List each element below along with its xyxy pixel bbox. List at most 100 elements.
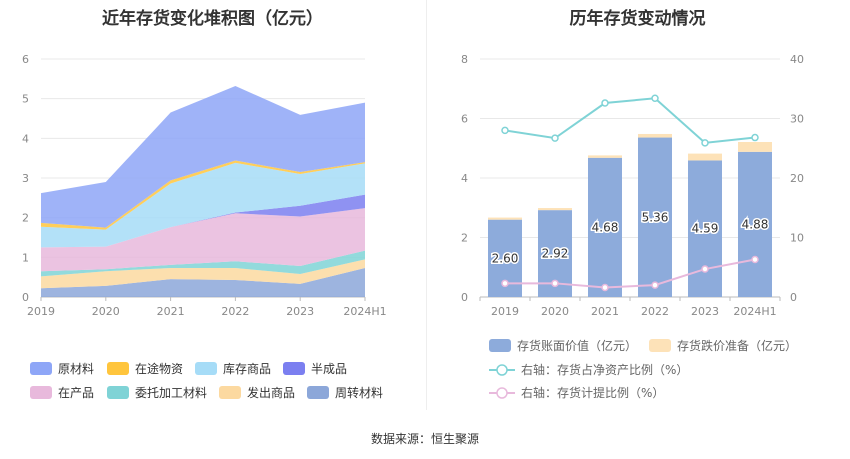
legend-label: 发出商品: [247, 386, 296, 400]
x-tick-label: 2019: [27, 305, 55, 318]
point-右轴：存货计提比例（%）: [701, 265, 709, 273]
y-tick-label: 2: [22, 212, 29, 225]
area-委托加工材料: [41, 250, 365, 277]
bar-存货账面价值（亿元）: [638, 137, 672, 297]
legend-label: 右轴：存货占净资产比例（%）: [521, 363, 689, 377]
x-tick-label: 2019: [491, 305, 519, 318]
y-tick-label: 8: [461, 53, 468, 66]
x-tick-label: 2022: [641, 305, 669, 318]
left-chart-title: 近年存货变化堆积图（亿元）: [102, 9, 323, 29]
y-tick-label: 1: [22, 251, 29, 264]
bar-存货跌价准备（亿元）: [588, 155, 622, 158]
point-右轴：存货计提比例（%）: [601, 283, 609, 292]
x-tick-label: 2020: [92, 305, 120, 318]
legend-item-book-value[interactable]: 存货账面价值（亿元）: [489, 337, 637, 354]
area-原材料: [41, 85, 365, 228]
y-tick-label: 5: [22, 93, 29, 106]
legend-item-wip[interactable]: 在产品: [30, 384, 94, 401]
legend-swatch: [195, 362, 217, 375]
y-tick-label: 4: [461, 172, 468, 185]
legend-swatch: [107, 386, 129, 399]
legend-item-turnover-materials[interactable]: 周转材料: [307, 384, 383, 401]
y-tick-label: 2: [461, 232, 468, 245]
bar-存货账面价值（亿元）: [738, 151, 772, 297]
area-库存商品: [41, 162, 365, 248]
bar-value-label: 4.68: [592, 220, 619, 234]
legend-swatch: [283, 362, 305, 375]
bar-存货跌价准备（亿元）: [688, 153, 722, 161]
legend-label: 半成品: [311, 362, 348, 376]
point-右轴：存货占净资产比例（%）: [751, 133, 759, 142]
legend-item-outsourced[interactable]: 委托加工材料: [107, 384, 207, 401]
point-右轴：存货计提比例（%）: [651, 281, 659, 289]
area-在途物资: [41, 160, 365, 230]
legend-label: 存货账面价值（亿元）: [517, 339, 638, 353]
right-chart-title: 历年存货变动情况: [569, 9, 706, 29]
bar-存货账面价值（亿元）: [588, 157, 622, 297]
legend-item-in-transit[interactable]: 在途物资: [107, 360, 183, 377]
legend-label: 库存商品: [223, 362, 272, 376]
x-tick-label: 2023: [691, 305, 719, 318]
y2-tick-label: 30: [790, 113, 804, 126]
legend-item-impairment[interactable]: 存货跌价准备（亿元）: [649, 337, 797, 354]
panel-divider: [426, 0, 427, 410]
point-右轴：存货占净资产比例（%）: [601, 99, 609, 107]
legend-swatch: [30, 362, 52, 375]
legend-label: 委托加工材料: [135, 386, 208, 400]
area-在产品: [41, 208, 365, 272]
bar-存货账面价值（亿元）: [688, 160, 722, 297]
legend-label: 存货跌价准备（亿元）: [677, 339, 798, 353]
y-tick-label: 6: [22, 53, 29, 66]
legend-label: 周转材料: [335, 386, 384, 400]
bar-value-label: 4.88: [742, 217, 769, 231]
legend-item-goods-shipped[interactable]: 发出商品: [219, 384, 295, 401]
point-右轴：存货计提比例（%）: [501, 279, 509, 288]
legend-line-marker: [489, 386, 515, 399]
legend-item-finished-goods[interactable]: 库存商品: [195, 360, 271, 377]
legend-line-marker: [489, 363, 515, 376]
legend-item-semi-finished[interactable]: 半成品: [283, 360, 347, 377]
legend-swatch: [219, 386, 241, 399]
bar-value-label: 2.60: [492, 251, 519, 265]
legend-label: 原材料: [58, 362, 95, 376]
bar-存货跌价准备（亿元）: [638, 133, 672, 138]
x-tick-label: 2024H1: [733, 305, 776, 318]
line-右轴：存货计提比例（%）: [505, 258, 756, 289]
legend-item-inventory-ratio[interactable]: 右轴：存货占净资产比例（%）: [489, 361, 688, 378]
bar-value-label: 2.92: [542, 247, 569, 261]
legend-swatch: [307, 386, 329, 399]
legend-item-raw-materials[interactable]: 原材料: [30, 360, 94, 377]
legend-label: 在途物资: [135, 362, 184, 376]
point-右轴：存货占净资产比例（%）: [501, 126, 509, 135]
legend-label: 右轴：存货计提比例（%）: [521, 386, 665, 400]
point-右轴：存货占净资产比例（%）: [701, 139, 709, 147]
point-右轴：存货计提比例（%）: [551, 279, 559, 288]
legend-swatch: [107, 362, 129, 375]
y-tick-label: 0: [22, 291, 29, 304]
x-tick-label: 2021: [591, 305, 619, 318]
bar-存货跌价准备（亿元）: [488, 217, 522, 220]
x-tick-label: 2021: [157, 305, 185, 318]
x-tick-label: 2023: [286, 305, 314, 318]
area-发出商品: [41, 259, 365, 289]
bar-存货跌价准备（亿元）: [738, 142, 772, 152]
area-周转材料: [41, 268, 365, 297]
y-tick-label: 6: [461, 113, 468, 126]
point-右轴：存货占净资产比例（%）: [551, 134, 559, 142]
legend-swatch: [649, 339, 671, 352]
y2-tick-label: 20: [790, 172, 804, 185]
point-右轴：存货占净资产比例（%）: [651, 94, 659, 103]
x-tick-label: 2020: [541, 305, 569, 318]
point-右轴：存货计提比例（%）: [751, 255, 759, 264]
y-tick-label: 3: [22, 172, 29, 185]
bar-value-label: 5.36: [642, 210, 669, 224]
bar-value-label: 4.59: [692, 222, 719, 236]
stacked-area-chart: 0 1 2 3 4 5 6 2019 2020 2021 2022 2023 2024H1: [22, 53, 387, 318]
y-tick-label: 4: [22, 132, 29, 145]
y-tick-label: 0: [461, 291, 468, 304]
x-tick-label: 2024H1: [343, 305, 386, 318]
y2-tick-label: 0: [790, 291, 797, 304]
legend-label: 在产品: [58, 386, 95, 400]
legend-item-provision-ratio[interactable]: 右轴：存货计提比例（%）: [489, 384, 664, 401]
bar-存货跌价准备（亿元）: [538, 208, 572, 211]
